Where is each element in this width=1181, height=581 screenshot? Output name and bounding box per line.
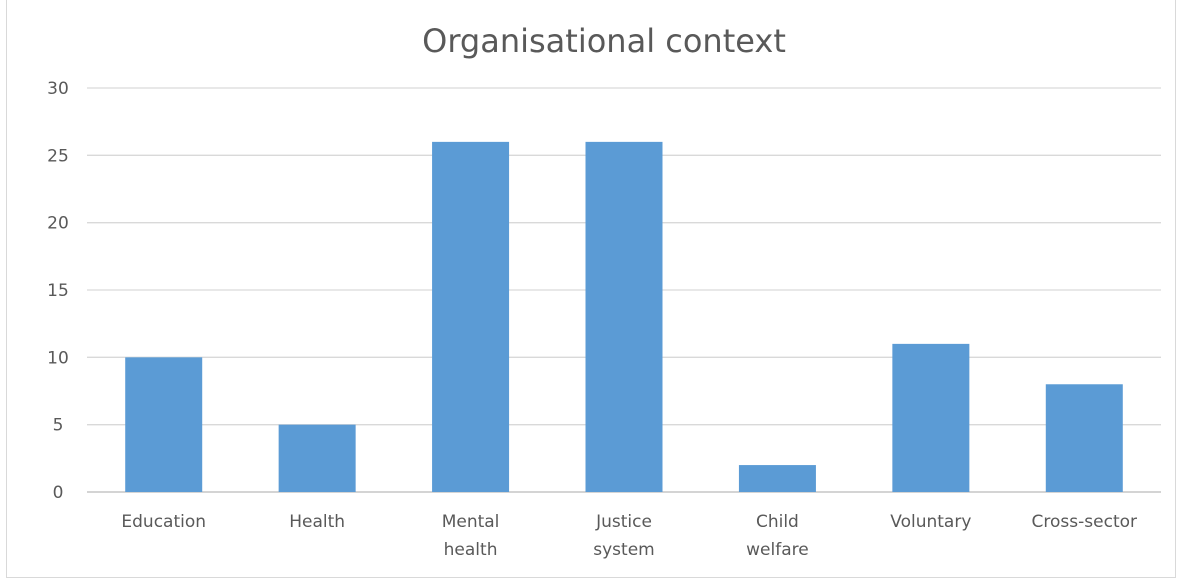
bar [432, 141, 510, 492]
x-tick-label: Cross-sector [1032, 512, 1137, 532]
x-tick-label: Health [289, 512, 345, 532]
bars [125, 141, 1123, 492]
x-tick-label: Mental health [442, 512, 500, 560]
bar [1045, 384, 1123, 492]
x-tick-label: Education [121, 512, 206, 532]
y-tick-label: 30 [47, 79, 69, 99]
bar [892, 343, 970, 492]
bar [125, 357, 203, 492]
y-axis-ticks: 0 5 10 15 20 25 30 [47, 79, 69, 503]
bar [738, 465, 816, 492]
x-axis-labels: Education Health Mental health Justice system… [121, 512, 1137, 560]
chart-title: Organisational context [422, 22, 786, 60]
y-tick-label: 20 [47, 214, 69, 234]
x-tick-label: Voluntary [890, 512, 971, 532]
y-tick-label: 25 [47, 146, 69, 166]
x-tick-label: Child welfare [746, 512, 809, 560]
y-tick-label: 0 [53, 483, 64, 503]
y-tick-label: 5 [53, 416, 64, 436]
y-tick-label: 15 [47, 281, 69, 301]
bar [585, 141, 663, 492]
bar [278, 424, 356, 492]
y-tick-label: 10 [47, 348, 69, 368]
x-tick-label: Justice system [593, 512, 654, 560]
